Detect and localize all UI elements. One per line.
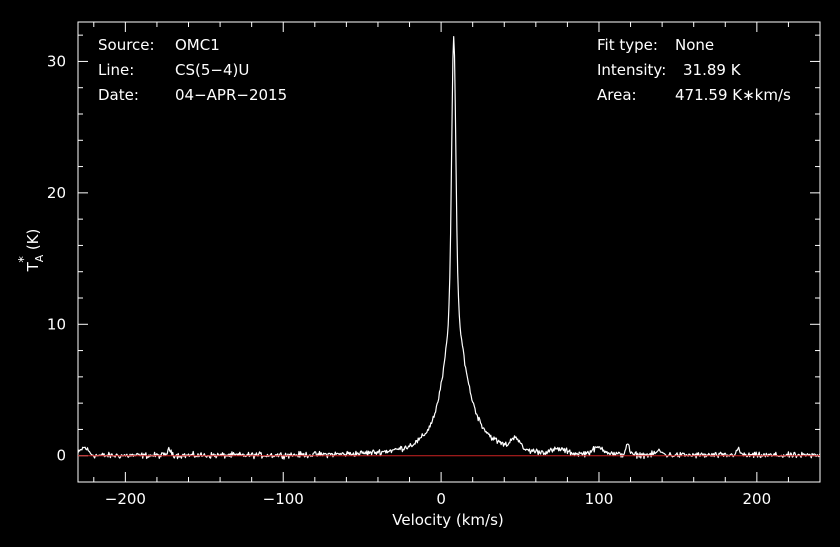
info-fit-type-value: None xyxy=(675,36,714,54)
info-intensity-label: Intensity: xyxy=(597,61,666,79)
plot-frame xyxy=(77,21,821,483)
y-axis-label-unit: (K) xyxy=(24,229,42,251)
y-tick-label: 10 xyxy=(47,315,66,333)
info-area-value: 471.59 K∗km/s xyxy=(675,86,791,104)
info-date-label: Date: xyxy=(98,86,139,104)
y-axis-label-sub: A xyxy=(33,254,46,262)
info-source-value: OMC1 xyxy=(175,36,220,54)
svg-text:TA*(K): TA* (K) xyxy=(17,229,46,273)
x-axis-label: Velocity (km/s) xyxy=(392,511,503,529)
info-area-label: Area: xyxy=(597,86,637,104)
x-tick-label: −200 xyxy=(105,490,146,508)
y-axis-label: TA* (K) xyxy=(17,229,46,273)
y-axis-label-main: T xyxy=(24,261,42,272)
x-tick-label: 100 xyxy=(585,490,614,508)
y-axis-label-sup: * xyxy=(17,256,32,263)
info-panel-left: Source: OMC1 Line: CS(5−4)U Date: 04−APR… xyxy=(98,36,287,104)
y-tick-label: 20 xyxy=(47,184,66,202)
x-tick-label: 200 xyxy=(743,490,772,508)
info-intensity-value: 31.89 K xyxy=(683,61,742,79)
info-line-label: Line: xyxy=(98,61,134,79)
plot-area: −200 −100 0 100 200 0 10 20 30 xyxy=(47,21,821,508)
y-tick-label: 0 xyxy=(56,447,66,465)
info-fit-type-label: Fit type: xyxy=(597,36,658,54)
x-tick-label: 0 xyxy=(436,490,446,508)
info-date-value: 04−APR−2015 xyxy=(175,86,287,104)
info-source-label: Source: xyxy=(98,36,155,54)
y-tick-label: 30 xyxy=(47,52,66,70)
info-panel-right: Fit type: None Intensity: 31.89 K Area: … xyxy=(597,36,791,104)
x-tick-label: −100 xyxy=(263,490,304,508)
spectrum-line xyxy=(77,35,821,460)
info-line-value: CS(5−4)U xyxy=(175,61,249,79)
